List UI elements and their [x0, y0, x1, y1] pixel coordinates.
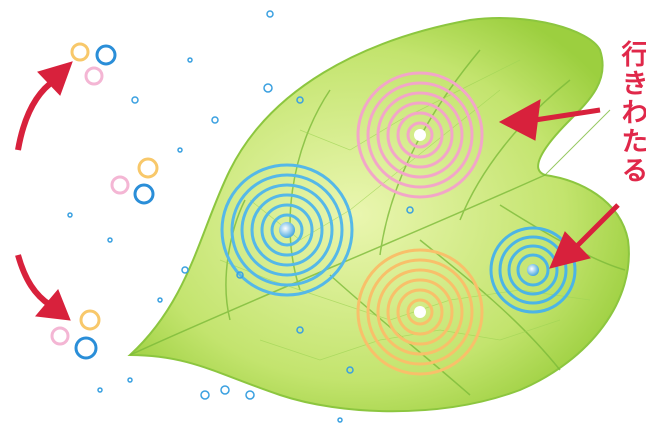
blue-rings [220, 163, 354, 297]
orange-rings [356, 248, 484, 376]
small-blue-rings [489, 226, 577, 314]
small-bubbles [67, 10, 414, 423]
pink-rings [356, 71, 484, 199]
bubbles [50, 42, 159, 360]
arrows [15, 61, 620, 321]
vertical-label: 行きわたる [617, 39, 646, 185]
leaf [127, 17, 630, 413]
